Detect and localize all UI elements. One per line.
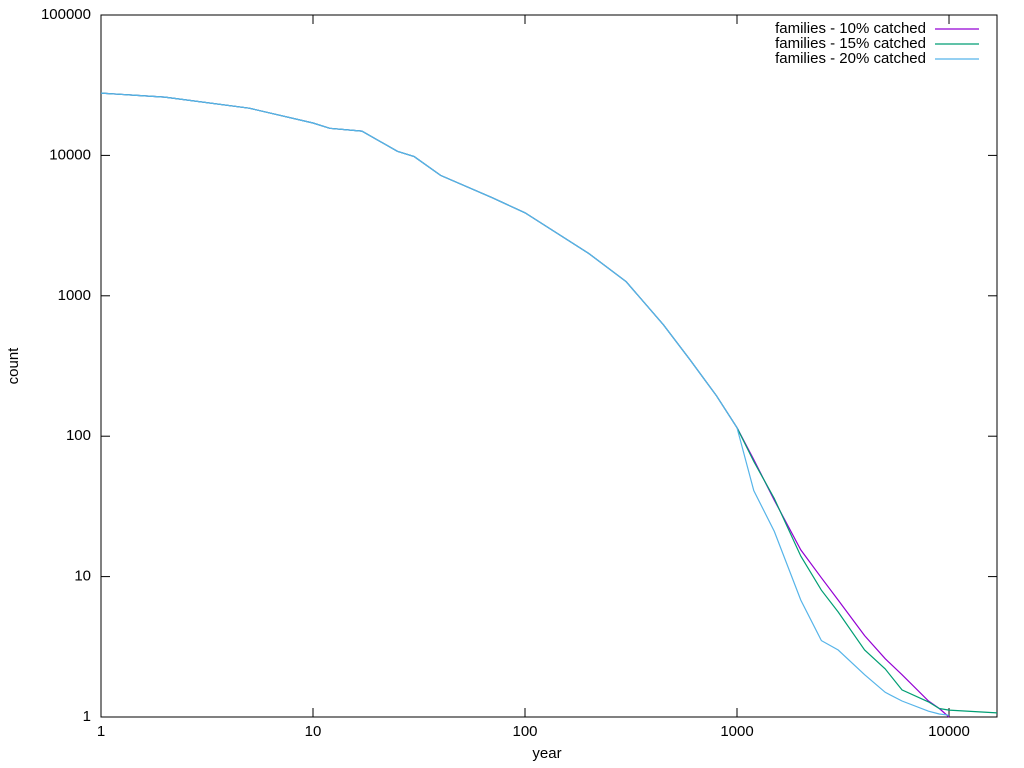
series-line: [100, 92, 998, 714]
y-tick-label: 1: [83, 708, 91, 725]
x-tick-label: 10: [305, 723, 322, 740]
y-tick-label: 1000: [58, 287, 91, 304]
x-tick-label: 1: [97, 723, 105, 740]
y-tick-label: 10: [74, 568, 91, 585]
y-tick-label: 100: [66, 427, 91, 444]
x-tick-label: 100: [512, 723, 537, 740]
series-line: [100, 92, 950, 718]
plot-border: [100, 14, 998, 718]
x-axis-label: year: [532, 745, 561, 762]
legend-label: families - 15% catched: [775, 35, 926, 52]
x-tick-label: 10000: [928, 723, 970, 740]
series-line: [100, 92, 950, 716]
legend-label: families - 20% catched: [775, 50, 926, 67]
y-axis-label: count: [5, 347, 22, 385]
y-tick-label: 100000: [41, 6, 91, 23]
x-tick-label: 1000: [720, 723, 753, 740]
y-tick-label: 10000: [49, 146, 91, 163]
legend-label: families - 10% catched: [775, 20, 926, 37]
